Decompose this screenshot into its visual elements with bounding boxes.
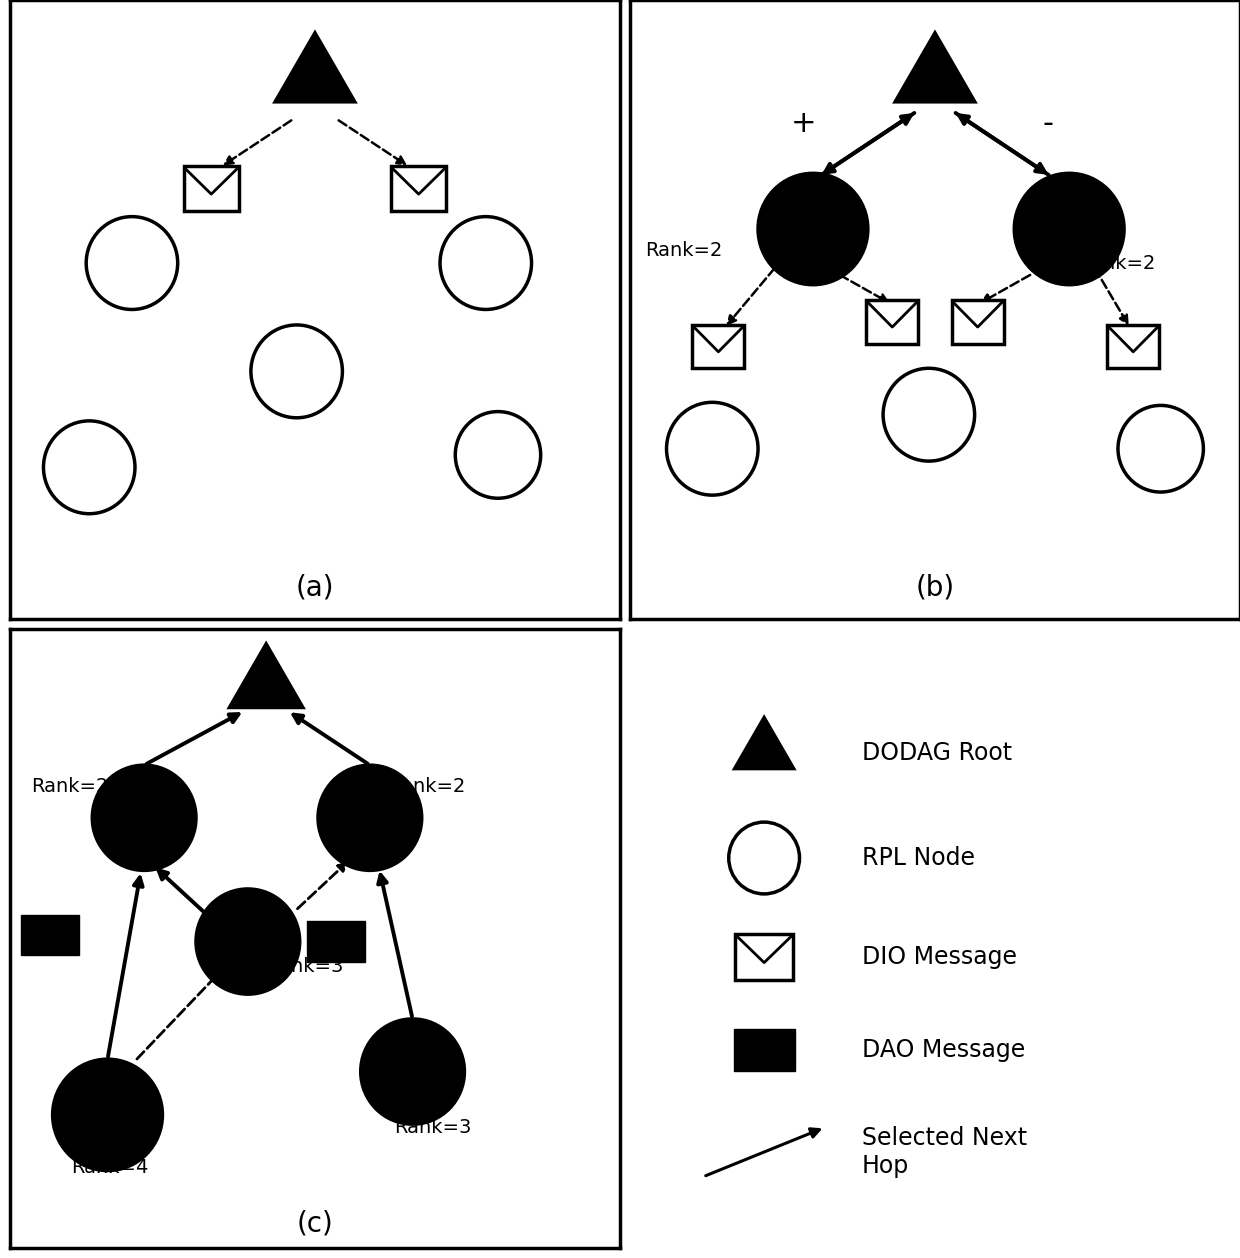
Text: -: - (1043, 109, 1053, 138)
Text: Rank=2: Rank=2 (645, 242, 723, 260)
Circle shape (361, 1019, 465, 1125)
Circle shape (758, 174, 868, 284)
Text: DAO Message: DAO Message (862, 1038, 1025, 1062)
Circle shape (196, 889, 300, 994)
Circle shape (455, 411, 541, 498)
Text: Rank=3: Rank=3 (267, 957, 343, 976)
Text: Selected Next
Hop: Selected Next Hop (862, 1126, 1027, 1177)
Text: (c): (c) (296, 1209, 334, 1237)
Bar (1107, 325, 1159, 369)
Circle shape (92, 765, 196, 871)
Text: +: + (791, 109, 817, 138)
Text: RPL Node: RPL Node (862, 847, 975, 871)
Circle shape (52, 1059, 162, 1170)
Bar (952, 301, 1003, 343)
Bar (867, 301, 918, 343)
Text: (b): (b) (915, 574, 955, 603)
Bar (735, 933, 794, 980)
Polygon shape (894, 33, 976, 102)
Circle shape (440, 216, 532, 309)
Text: DIO Message: DIO Message (862, 945, 1017, 969)
Text: Rank=3: Rank=3 (394, 1118, 471, 1137)
Bar (308, 921, 366, 961)
Text: Rank=2: Rank=2 (1079, 254, 1156, 273)
Text: Rank=2: Rank=2 (31, 777, 109, 796)
Circle shape (667, 403, 758, 496)
Text: Rank=2: Rank=2 (388, 777, 465, 796)
Polygon shape (274, 33, 356, 102)
Bar (21, 916, 78, 956)
Circle shape (317, 765, 422, 871)
Bar (692, 325, 744, 369)
Circle shape (883, 369, 975, 462)
Circle shape (729, 823, 800, 894)
Text: Rank=4: Rank=4 (71, 1157, 149, 1177)
Text: (a): (a) (295, 574, 335, 603)
Polygon shape (229, 643, 304, 708)
Text: DODAG Root: DODAG Root (862, 741, 1012, 765)
Bar (392, 166, 446, 211)
Polygon shape (734, 717, 794, 769)
Circle shape (1014, 174, 1125, 284)
Bar (184, 166, 238, 211)
Circle shape (43, 421, 135, 513)
Circle shape (87, 216, 177, 309)
Circle shape (250, 325, 342, 418)
Bar (734, 1029, 795, 1071)
Circle shape (1118, 405, 1203, 492)
